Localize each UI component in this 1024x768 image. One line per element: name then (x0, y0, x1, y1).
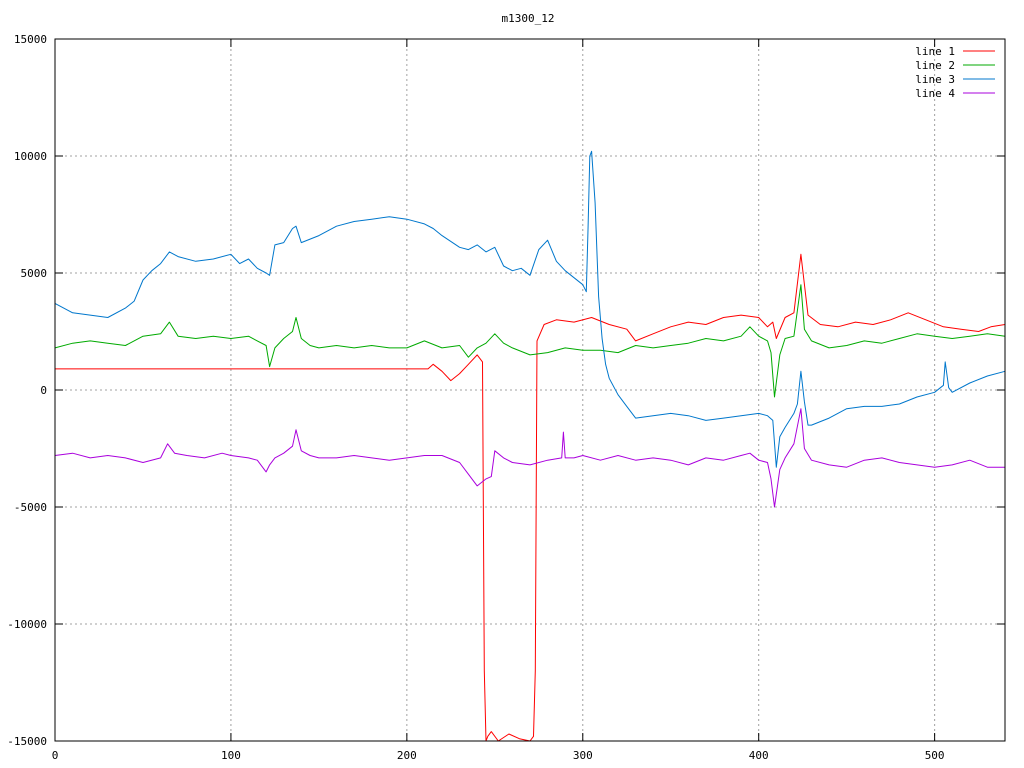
x-tick-label: 100 (221, 749, 241, 762)
y-tick-label: -5000 (14, 501, 47, 514)
series-line-1 (55, 253, 1006, 742)
x-tick-label: 500 (925, 749, 945, 762)
grid-lines (55, 39, 1005, 741)
x-tick-label: 0 (52, 749, 59, 762)
y-tick-label: 15000 (14, 33, 47, 46)
y-tick-label: 0 (40, 384, 47, 397)
y-tick-label: -15000 (7, 735, 47, 748)
x-tick-label: 300 (573, 749, 593, 762)
legend-label: line 3 (915, 73, 955, 86)
x-tick-label: 400 (749, 749, 769, 762)
chart-title: m1300_12 (502, 12, 555, 25)
series-line-2 (54, 284, 1006, 398)
y-tick-label: 10000 (14, 150, 47, 163)
series-lines (54, 150, 1006, 742)
y-tick-label: -10000 (7, 618, 47, 631)
y-tick-label: 5000 (21, 267, 48, 280)
y-tick-labels: -15000 -10000 -5000 0 5000 10000 15000 (7, 33, 47, 748)
x-tick-label: 200 (397, 749, 417, 762)
legend-label: line 2 (915, 59, 955, 72)
series-line-4 (54, 408, 1005, 508)
x-tick-labels: 0 100 200 300 400 500 (52, 749, 945, 762)
axis-ticks (54, 38, 1005, 742)
legend-label: line 1 (915, 45, 955, 58)
series-line-3 (54, 150, 1006, 468)
legend-label: line 4 (915, 87, 955, 100)
